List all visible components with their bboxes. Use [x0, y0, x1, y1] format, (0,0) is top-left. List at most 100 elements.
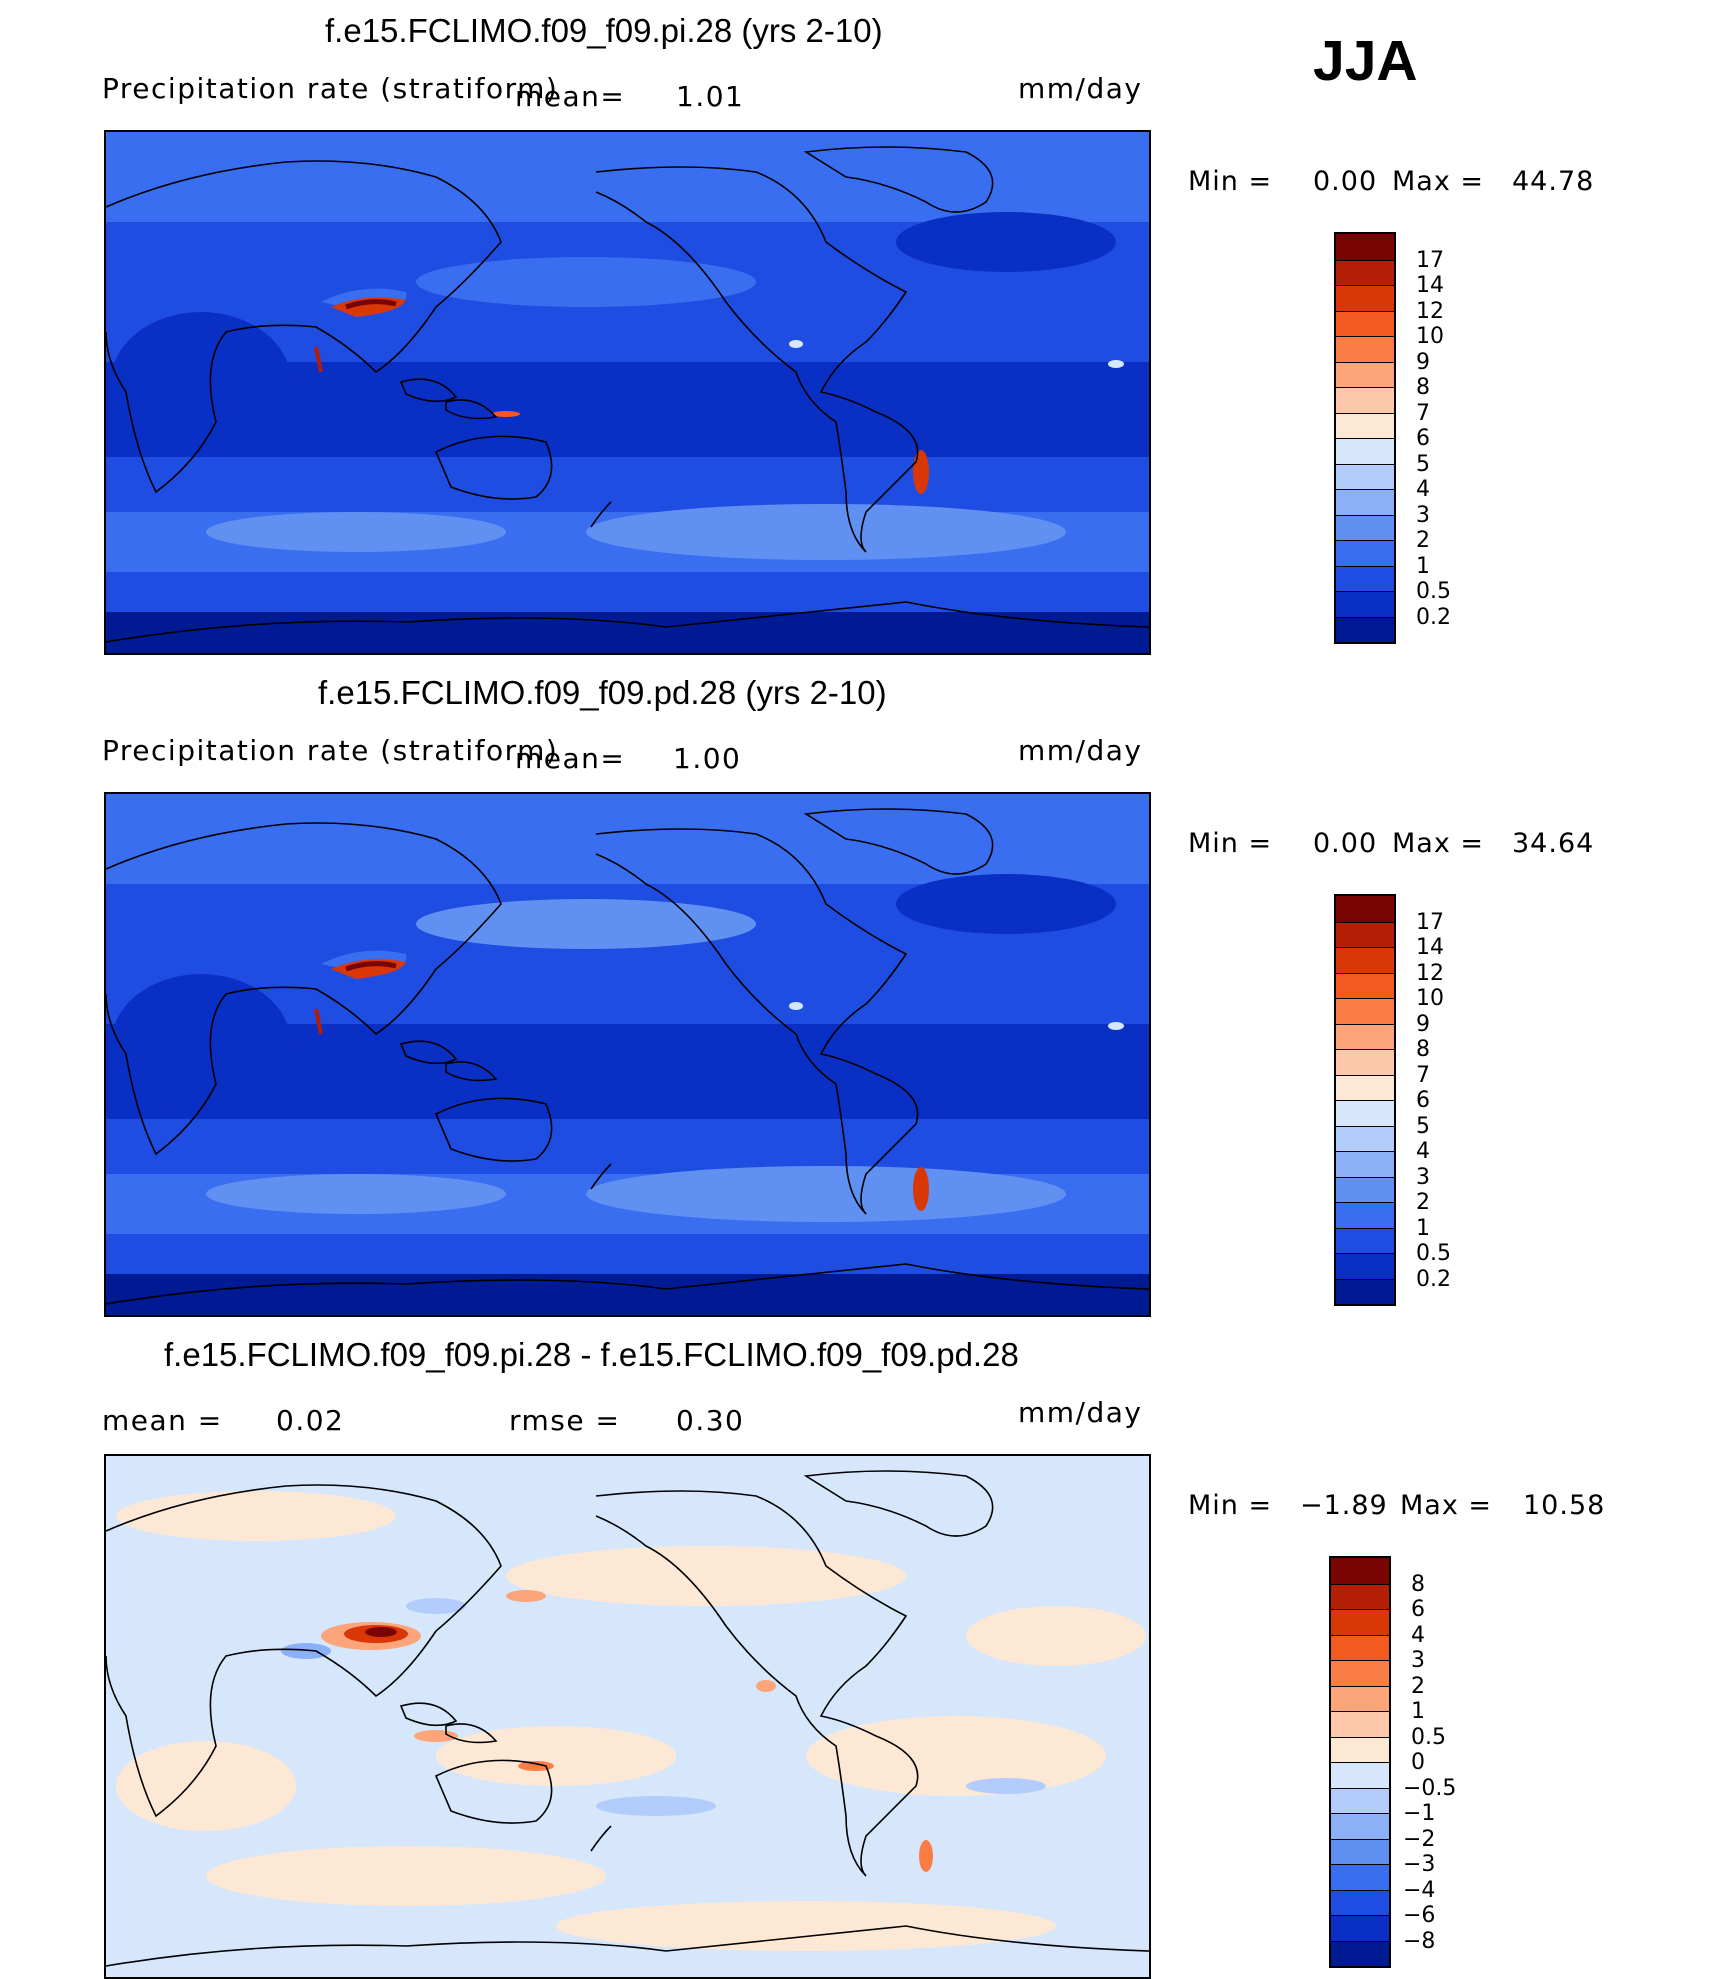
map-field-diff: [106, 1456, 1149, 1977]
mean-value-diff: 0.02: [276, 1404, 345, 1437]
colorbar-tick-label: 3: [1416, 502, 1430, 528]
colorbar-swatch: [1331, 1634, 1389, 1660]
max-value-pd: 34.64: [1512, 828, 1595, 859]
colorbar-swatch: [1336, 310, 1394, 336]
max-label-diff: Max =: [1400, 1490, 1493, 1521]
colorbar-swatch: [1336, 1023, 1394, 1049]
mean-label-pd: mean=: [515, 742, 626, 775]
colorbar-tick-label: 7: [1416, 1062, 1430, 1088]
colorbar-swatch: [1336, 514, 1394, 540]
colorbar-tick-label: 1: [1416, 553, 1430, 579]
max-value-pi: 44.78: [1512, 166, 1595, 197]
colorbar-swatch: [1336, 1151, 1394, 1177]
precip-map-pi: [104, 130, 1151, 655]
colorbar-swatch: [1331, 1609, 1389, 1635]
colorbar-swatch: [1331, 1685, 1389, 1711]
min-label-pi: Min =: [1188, 166, 1273, 197]
colorbar-swatch: [1336, 1100, 1394, 1126]
colorbar-swatch: [1336, 616, 1394, 642]
rmse-value-diff: 0.30: [676, 1404, 745, 1437]
colorbar-tick-label: 9: [1416, 1011, 1430, 1037]
units-label-diff: mm/day: [1018, 1396, 1143, 1429]
colorbar-swatch: [1331, 1813, 1389, 1839]
colorbar-tick-label: 17: [1416, 247, 1444, 273]
colorbar-tick-label: 7: [1416, 400, 1430, 426]
min-value-pd: 0.00: [1313, 828, 1378, 859]
colorbar-tick-label: 6: [1411, 1597, 1425, 1622]
colorbar-swatch: [1336, 259, 1394, 285]
colorbar-tick-label: 0.2: [1416, 604, 1451, 630]
colorbar-tick-label: 0.5: [1411, 1724, 1446, 1750]
colorbar-swatch: [1331, 1915, 1389, 1941]
colorbar-tick-label: 2: [1416, 528, 1430, 553]
colorbar-tick-label: 4: [1416, 477, 1430, 502]
mean-value-pd: 1.00: [673, 742, 742, 775]
colorbar-tick-label: 10: [1416, 324, 1444, 349]
min-label-pd: Min =: [1188, 828, 1273, 859]
colorbar-tick-label: 0.5: [1416, 1241, 1451, 1266]
colorbar-tick-label: −6: [1403, 1903, 1436, 1928]
colorbar-tick-label: −2: [1403, 1826, 1436, 1852]
variable-label-pd: Precipitation rate (stratiform): [102, 734, 559, 767]
colorbar-swatch: [1336, 463, 1394, 489]
colorbar-tick-label: 0: [1411, 1750, 1425, 1775]
mean-value-pi: 1.01: [676, 80, 745, 113]
colorbar-swatch: [1336, 336, 1394, 362]
colorbar-swatch: [1336, 1074, 1394, 1100]
colorbar-tick-label: 0.2: [1416, 1266, 1451, 1292]
season-label: JJA: [1313, 29, 1418, 93]
colorbar-swatch: [1336, 1176, 1394, 1202]
colorbar-tick-label: 8: [1416, 1037, 1430, 1062]
max-label-pd: Max =: [1392, 828, 1485, 859]
colorbar-swatch: [1331, 1838, 1389, 1864]
colorbar-swatch: [1336, 387, 1394, 413]
colorbar-tick-label: 2: [1416, 1190, 1430, 1215]
colorbar-swatch: [1331, 1787, 1389, 1813]
colorbar-swatch: [1336, 1278, 1394, 1304]
units-label-pi: mm/day: [1018, 72, 1143, 105]
max-value-diff: 10.58: [1523, 1490, 1606, 1521]
colorbar-tick-label: 8: [1416, 375, 1430, 400]
colorbar-swatch: [1336, 565, 1394, 591]
colorbar-pd: [1334, 894, 1396, 1306]
colorbar-tick-label: 14: [1416, 935, 1444, 960]
colorbar-tick-label: −4: [1403, 1877, 1436, 1903]
colorbar-tick-label: 9: [1416, 349, 1430, 375]
colorbar-tick-label: 6: [1416, 1088, 1430, 1113]
colorbar-tick-label: −1: [1403, 1801, 1436, 1826]
colorbar-tick-label: 0.5: [1416, 579, 1451, 604]
colorbar-swatch: [1336, 1227, 1394, 1253]
colorbar-swatch: [1336, 947, 1394, 973]
colorbar-tick-label: −0.5: [1403, 1775, 1457, 1801]
colorbar-tick-label: 5: [1416, 451, 1430, 477]
colorbar-tick-label: 10: [1416, 986, 1444, 1011]
map-field-pd: [106, 794, 1149, 1315]
precip-diff-map: [104, 1454, 1151, 1979]
colorbar-swatch: [1331, 1889, 1389, 1915]
colorbar-tick-label: 5: [1416, 1113, 1430, 1139]
colorbar-tick-label: 4: [1411, 1622, 1425, 1648]
colorbar-swatch: [1336, 438, 1394, 464]
colorbar-swatch: [1331, 1736, 1389, 1762]
colorbar-swatch: [1336, 540, 1394, 566]
colorbar-tick-label: 1: [1411, 1699, 1425, 1724]
panel-title-pi: f.e15.FCLIMO.f09_f09.pi.28 (yrs 2-10): [325, 12, 883, 49]
colorbar-swatch: [1336, 1125, 1394, 1151]
min-value-diff: −1.89: [1300, 1490, 1388, 1521]
mean-label-pi: mean=: [515, 80, 626, 113]
colorbar-swatch: [1336, 591, 1394, 617]
colorbar-diff: [1329, 1556, 1391, 1968]
mean-label-diff: mean =: [102, 1404, 223, 1437]
panel-title-pd: f.e15.FCLIMO.f09_f09.pd.28 (yrs 2-10): [318, 674, 887, 711]
colorbar-tick-label: 14: [1416, 273, 1444, 298]
colorbar-swatch: [1331, 1660, 1389, 1686]
colorbar-tick-label: 6: [1416, 426, 1430, 451]
colorbar-tick-label: 17: [1416, 909, 1444, 935]
colorbar-tick-label: 8: [1411, 1571, 1425, 1597]
panel-title-diff: f.e15.FCLIMO.f09_f09.pi.28 - f.e15.FCLIM…: [164, 1336, 1019, 1373]
colorbar-swatch: [1336, 412, 1394, 438]
colorbar-swatch: [1336, 896, 1394, 922]
colorbar-swatch: [1336, 921, 1394, 947]
colorbar-pi: [1334, 232, 1396, 644]
max-label-pi: Max =: [1392, 166, 1485, 197]
